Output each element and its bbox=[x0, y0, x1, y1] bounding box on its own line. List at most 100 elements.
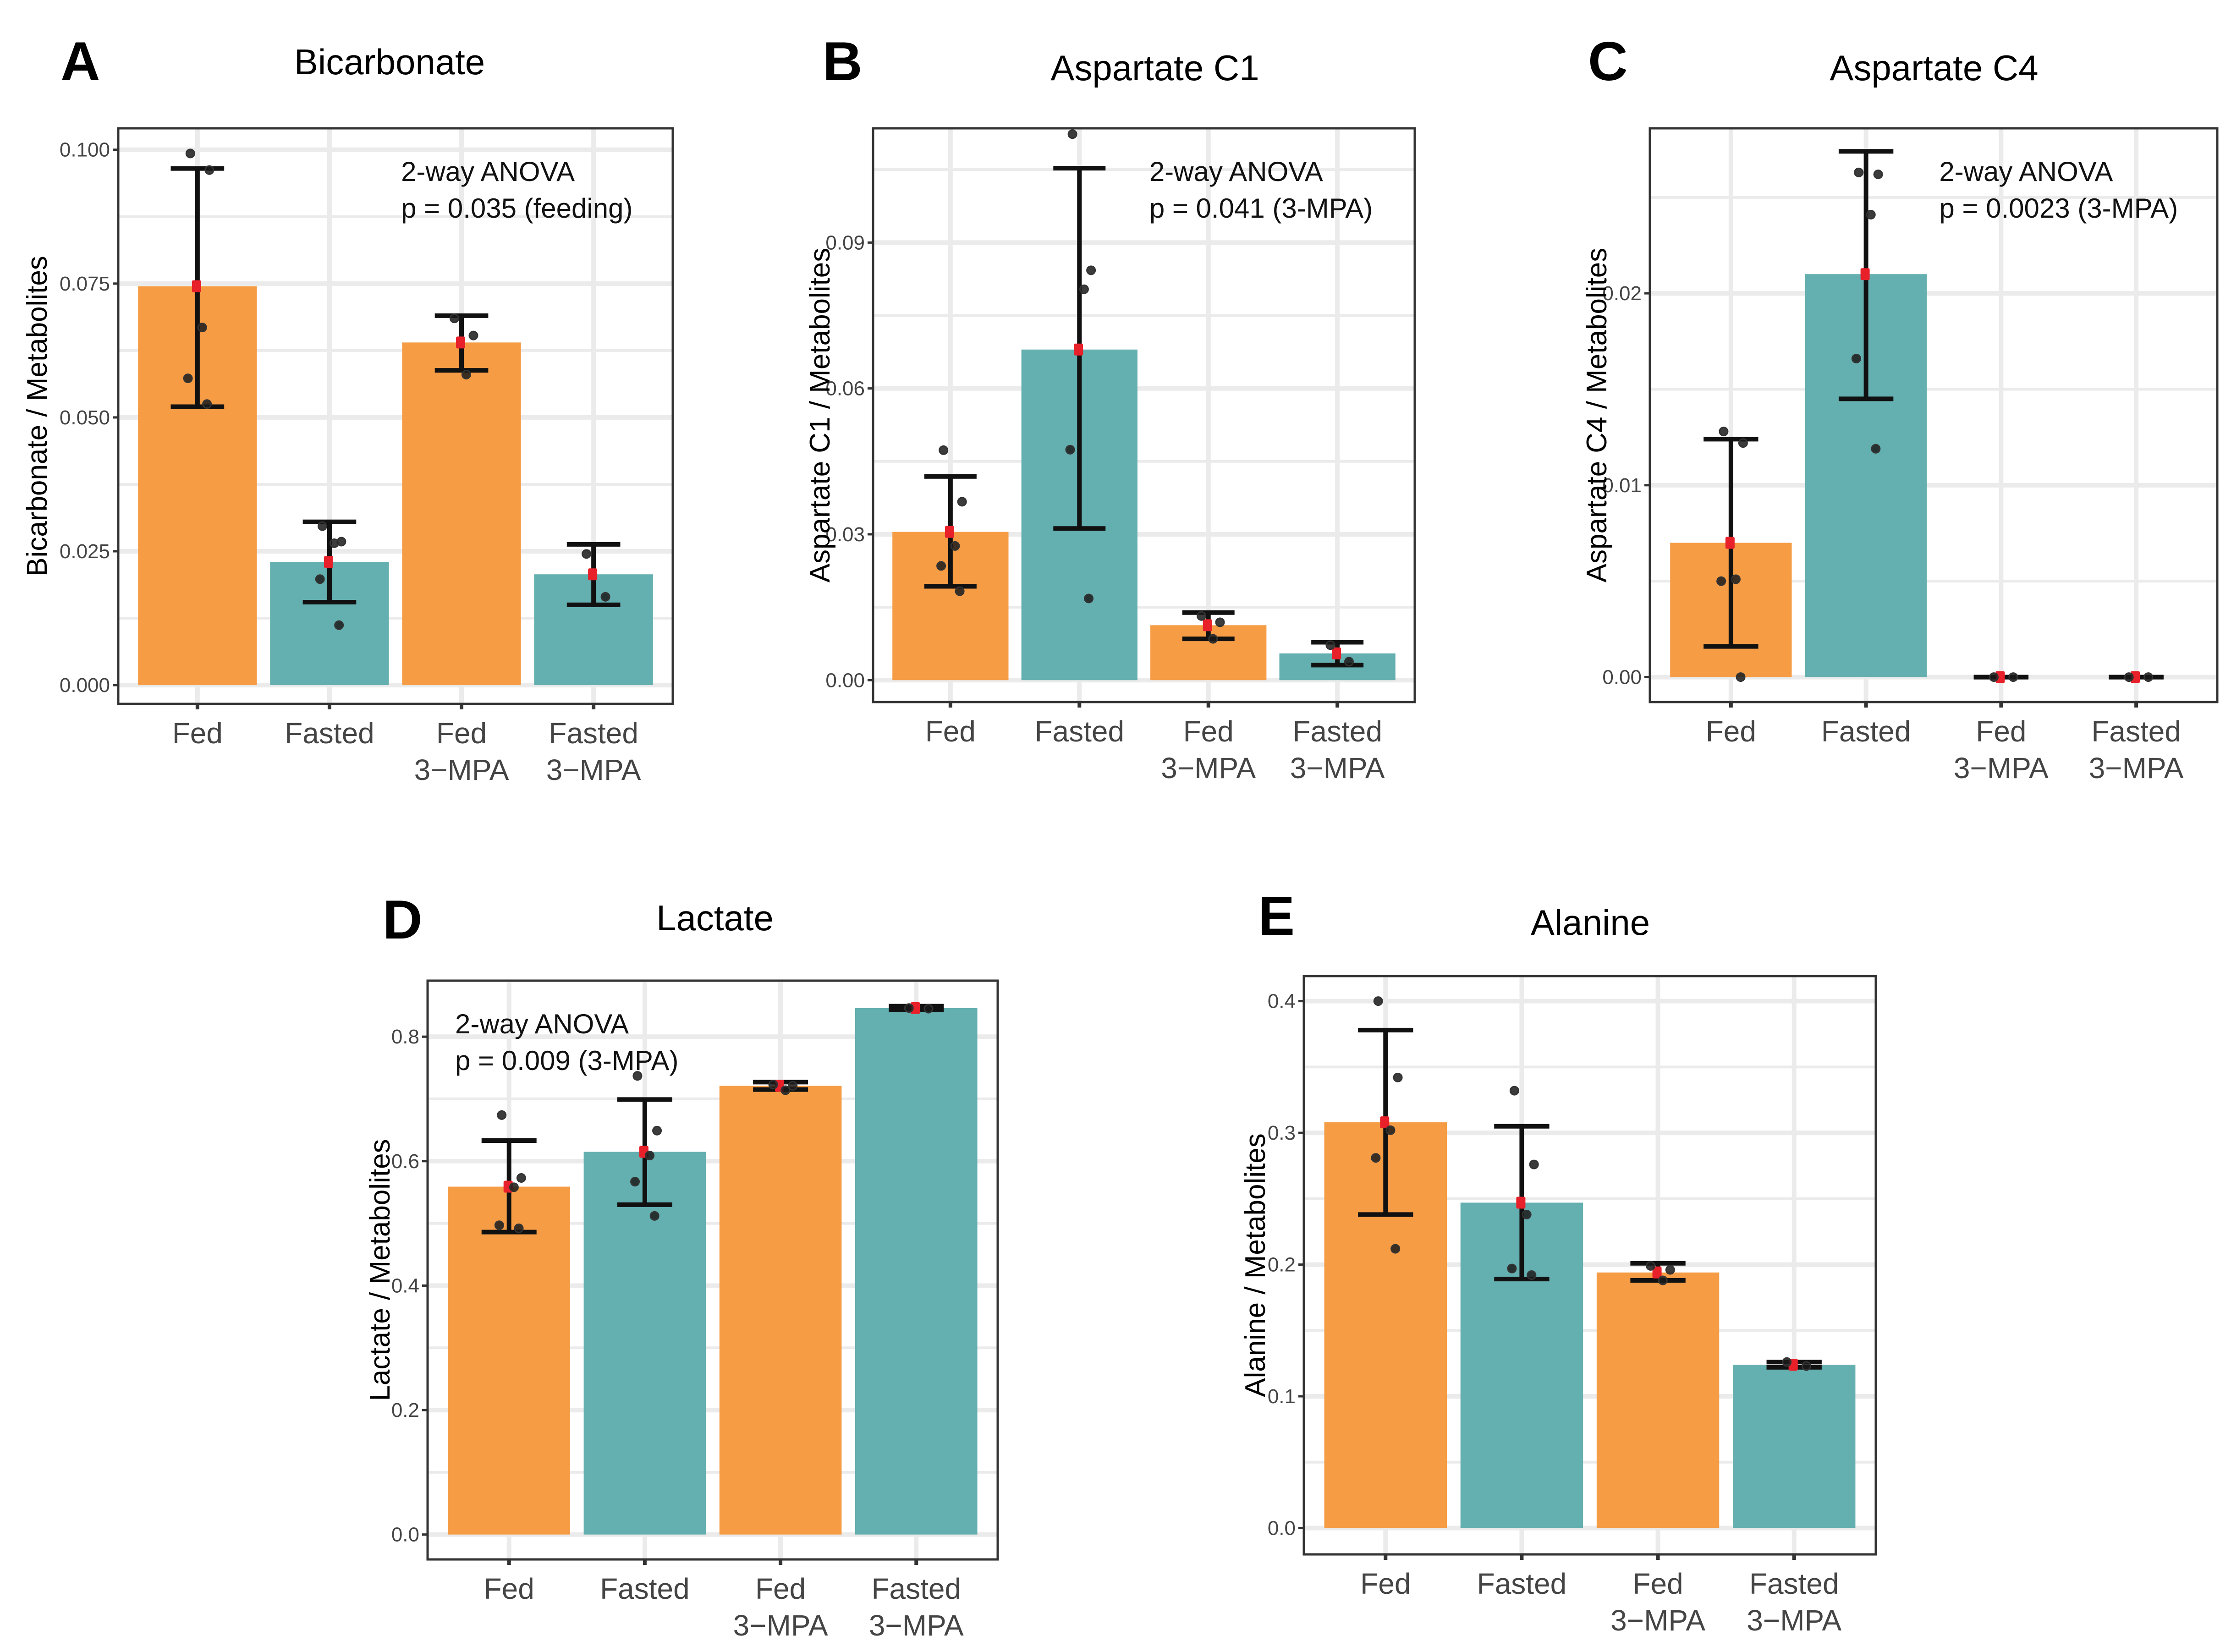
bar-fasted bbox=[855, 1008, 978, 1535]
y-axis-label: Aspartate C4 / Metabolites bbox=[1581, 248, 1613, 583]
chart-title: Bicarbonate bbox=[294, 42, 485, 82]
anova-annotation: 2-way ANOVA p = 0.0023 (3-MPA) bbox=[1939, 156, 2178, 224]
anova-annotation: 2-way ANOVA p = 0.041 (3-MPA) bbox=[1149, 156, 1373, 224]
x-tick-label: Fed 3−MPA bbox=[1161, 715, 1256, 785]
data-point bbox=[939, 445, 949, 455]
mean-marker bbox=[1516, 1196, 1526, 1209]
data-point bbox=[1197, 611, 1207, 621]
y-tick-label: 0.0 bbox=[391, 1524, 419, 1546]
mean-marker bbox=[192, 280, 201, 292]
data-point bbox=[1084, 593, 1094, 604]
data-point bbox=[768, 1080, 778, 1090]
x-tick-label: Fasted 3−MPA bbox=[2089, 715, 2184, 785]
data-point bbox=[1646, 1261, 1656, 1271]
plot-border bbox=[117, 127, 674, 705]
y-tick-label: 0.09 bbox=[825, 231, 865, 254]
bar-fasted bbox=[1733, 1365, 1856, 1528]
plot-border bbox=[1649, 127, 2219, 703]
y-axis-label: Aspartate C1 / Metabolites bbox=[804, 248, 836, 583]
data-point bbox=[204, 165, 214, 175]
chart-title: Lactate bbox=[656, 898, 774, 938]
bar-fed bbox=[1596, 1272, 1720, 1528]
data-point bbox=[632, 1071, 643, 1081]
y-tick-label: 0.1 bbox=[1268, 1385, 1296, 1408]
y-tick-label: 0.03 bbox=[825, 523, 865, 546]
data-point bbox=[1385, 1125, 1396, 1135]
data-point bbox=[197, 323, 207, 333]
y-tick-label: 0.075 bbox=[60, 273, 110, 295]
data-point bbox=[1854, 167, 1864, 177]
panel-letter: A bbox=[60, 31, 100, 92]
data-point bbox=[1801, 1361, 1811, 1371]
x-tick-label: Fasted bbox=[285, 717, 374, 750]
data-point bbox=[1736, 672, 1746, 682]
x-tick-label: Fed 3−MPA bbox=[1610, 1567, 1705, 1637]
y-tick-label: 0.4 bbox=[1268, 990, 1296, 1013]
y-tick-label: 0.025 bbox=[60, 540, 110, 563]
y-tick-label: 0.0 bbox=[1268, 1517, 1296, 1540]
chart-title: Aspartate C1 bbox=[1050, 48, 1259, 88]
data-point bbox=[1086, 265, 1096, 275]
y-axis-label: Bicarbonate / Metabolites bbox=[22, 256, 53, 576]
y-tick-label: 0.2 bbox=[391, 1399, 419, 1421]
data-point bbox=[1989, 672, 1999, 682]
bar-fed bbox=[719, 1086, 842, 1535]
data-point bbox=[1731, 574, 1741, 584]
chart-title: Aspartate C4 bbox=[1830, 48, 2038, 88]
data-point bbox=[1527, 1270, 1537, 1280]
data-point bbox=[329, 538, 339, 548]
bar-fed bbox=[402, 342, 521, 686]
data-point bbox=[1067, 129, 1077, 139]
data-point bbox=[1325, 640, 1335, 650]
data-point bbox=[202, 399, 212, 409]
data-point bbox=[1344, 657, 1354, 667]
x-tick-label: Fed 3−MPA bbox=[733, 1572, 828, 1642]
data-point bbox=[1215, 617, 1225, 627]
x-tick-label: Fed 3−MPA bbox=[1954, 715, 2049, 785]
panel-letter: D bbox=[383, 889, 423, 950]
anova-annotation: 2-way ANOVA p = 0.035 (feeding) bbox=[401, 156, 632, 224]
mean-marker bbox=[1332, 647, 1341, 659]
y-tick-label: 0.6 bbox=[391, 1150, 419, 1173]
y-tick-label: 0.100 bbox=[60, 139, 110, 161]
panel-letter: B bbox=[823, 31, 863, 92]
data-point bbox=[516, 1173, 526, 1183]
data-point bbox=[649, 1211, 659, 1221]
mean-marker bbox=[1203, 619, 1212, 631]
data-point bbox=[334, 620, 344, 630]
data-point bbox=[1719, 427, 1729, 437]
data-point bbox=[780, 1085, 791, 1095]
data-point bbox=[1738, 438, 1748, 448]
data-point bbox=[185, 148, 195, 159]
mean-marker bbox=[1860, 268, 1870, 280]
mean-marker bbox=[1725, 537, 1735, 549]
mean-marker bbox=[1380, 1116, 1390, 1129]
data-point bbox=[2124, 672, 2134, 682]
data-point bbox=[950, 541, 960, 551]
data-point bbox=[1658, 1275, 1668, 1285]
x-tick-label: Fed bbox=[172, 717, 223, 750]
data-point bbox=[1065, 445, 1075, 455]
data-point bbox=[1373, 996, 1383, 1006]
data-point bbox=[1079, 284, 1089, 294]
data-point bbox=[788, 1081, 798, 1091]
x-tick-label: Fasted bbox=[1821, 715, 1911, 748]
data-point bbox=[317, 521, 327, 531]
data-point bbox=[1782, 1357, 1792, 1367]
mean-marker bbox=[1074, 343, 1083, 356]
data-point bbox=[1371, 1153, 1381, 1163]
panel-letter: E bbox=[1258, 885, 1295, 947]
data-point bbox=[1390, 1244, 1401, 1254]
data-point bbox=[923, 1004, 934, 1014]
x-tick-label: Fasted 3−MPA bbox=[1747, 1567, 1841, 1637]
mean-marker bbox=[1995, 671, 2005, 683]
y-tick-label: 0.8 bbox=[391, 1026, 419, 1048]
y-tick-label: 0.4 bbox=[391, 1274, 419, 1297]
plot-border bbox=[872, 127, 1416, 703]
data-point bbox=[183, 373, 193, 384]
data-point bbox=[494, 1220, 504, 1230]
y-tick-label: 0.000 bbox=[60, 674, 110, 697]
y-axis-label: Lactate / Metabolites bbox=[364, 1139, 396, 1401]
